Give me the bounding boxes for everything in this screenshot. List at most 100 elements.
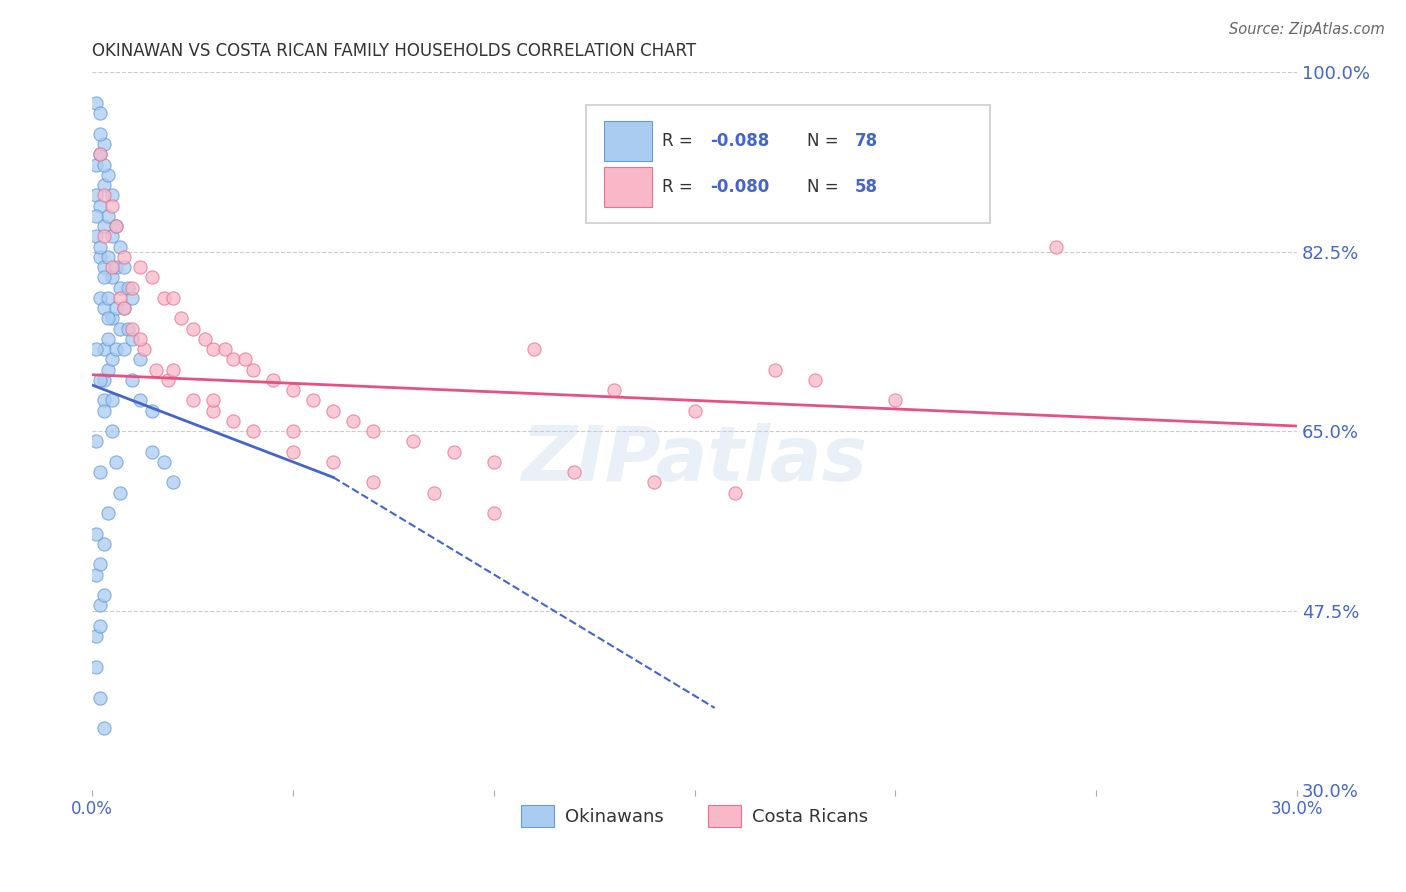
Point xyxy=(181,321,204,335)
Point xyxy=(112,342,135,356)
Point xyxy=(84,96,107,111)
Point xyxy=(181,393,204,408)
Point xyxy=(242,362,264,376)
Point xyxy=(93,158,115,172)
Point xyxy=(322,403,344,417)
Point xyxy=(93,137,115,152)
Text: -0.088: -0.088 xyxy=(710,132,769,150)
Point xyxy=(101,393,124,408)
Point xyxy=(121,373,143,387)
Point xyxy=(97,332,120,346)
Point xyxy=(129,332,152,346)
Point xyxy=(162,475,184,490)
Point xyxy=(93,260,115,275)
Point xyxy=(105,301,128,315)
Point xyxy=(89,373,111,387)
Point xyxy=(482,506,505,520)
Point xyxy=(141,444,163,458)
Point xyxy=(93,270,115,285)
Text: R =: R = xyxy=(662,178,699,195)
Point xyxy=(129,393,152,408)
Point xyxy=(112,301,135,315)
Point xyxy=(93,537,115,551)
Point xyxy=(84,342,107,356)
Point xyxy=(97,168,120,182)
Point xyxy=(101,424,124,438)
Point xyxy=(84,188,107,202)
Point xyxy=(233,352,256,367)
Point xyxy=(110,240,132,254)
Point xyxy=(84,209,107,223)
Text: -0.080: -0.080 xyxy=(710,178,769,195)
Point xyxy=(97,362,120,376)
Point xyxy=(93,588,115,602)
Point xyxy=(603,383,626,397)
Point xyxy=(93,342,115,356)
Point xyxy=(93,301,115,315)
Point xyxy=(89,127,111,141)
Point xyxy=(683,403,706,417)
Point xyxy=(93,373,115,387)
Point xyxy=(169,311,191,326)
Point xyxy=(110,281,132,295)
Point xyxy=(101,311,124,326)
Legend: Okinawans, Costa Ricans: Okinawans, Costa Ricans xyxy=(515,798,875,835)
Point xyxy=(101,188,124,202)
Point xyxy=(84,660,107,674)
Point xyxy=(117,281,139,295)
Point xyxy=(884,393,907,408)
Point xyxy=(89,619,111,633)
Point xyxy=(763,362,786,376)
Point xyxy=(643,475,665,490)
Text: Source: ZipAtlas.com: Source: ZipAtlas.com xyxy=(1229,22,1385,37)
Point xyxy=(214,342,236,356)
Point xyxy=(105,219,128,234)
Text: N =: N = xyxy=(807,178,844,195)
Point xyxy=(89,147,111,161)
Point xyxy=(363,475,385,490)
Point xyxy=(117,321,139,335)
Point xyxy=(89,106,111,120)
Point xyxy=(84,567,107,582)
Bar xyxy=(605,167,652,207)
Point xyxy=(101,352,124,367)
Point xyxy=(93,229,115,244)
Text: ZIPatlas: ZIPatlas xyxy=(522,423,868,497)
Point xyxy=(84,526,107,541)
Point xyxy=(201,342,224,356)
Text: OKINAWAN VS COSTA RICAN FAMILY HOUSEHOLDS CORRELATION CHART: OKINAWAN VS COSTA RICAN FAMILY HOUSEHOLD… xyxy=(93,42,696,60)
Point xyxy=(281,444,304,458)
Point xyxy=(93,219,115,234)
Point xyxy=(162,362,184,376)
Point xyxy=(97,311,120,326)
Point xyxy=(242,424,264,438)
Point xyxy=(112,250,135,264)
Point xyxy=(97,506,120,520)
Point xyxy=(93,722,115,736)
Bar xyxy=(605,121,652,161)
Point xyxy=(342,414,364,428)
Point xyxy=(724,485,747,500)
Point xyxy=(105,342,128,356)
Point xyxy=(322,455,344,469)
Point xyxy=(84,229,107,244)
Point xyxy=(443,444,465,458)
Point xyxy=(129,260,152,275)
Point xyxy=(141,403,163,417)
Point xyxy=(112,301,135,315)
Point xyxy=(89,558,111,572)
Point xyxy=(141,270,163,285)
Point xyxy=(201,393,224,408)
Point xyxy=(129,352,152,367)
Point xyxy=(134,342,156,356)
Point xyxy=(89,240,111,254)
Point xyxy=(222,352,245,367)
Point xyxy=(84,158,107,172)
FancyBboxPatch shape xyxy=(586,104,990,223)
Point xyxy=(112,260,135,275)
Point xyxy=(101,270,124,285)
Point xyxy=(482,455,505,469)
Text: 58: 58 xyxy=(855,178,877,195)
Point xyxy=(84,434,107,449)
Point xyxy=(110,291,132,305)
